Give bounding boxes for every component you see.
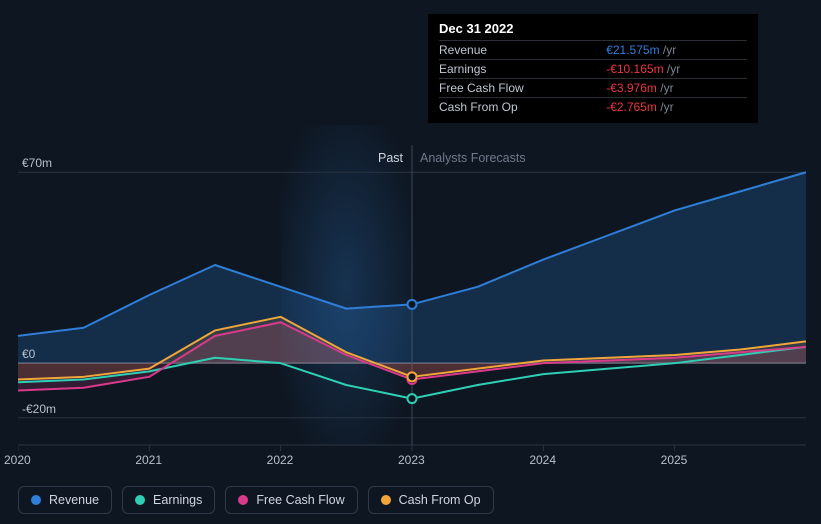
tooltip-title: Dec 31 2022 — [439, 21, 747, 36]
y-tick-label: €0 — [22, 347, 35, 361]
tooltip-row-value: -€2.765m /yr — [580, 98, 747, 117]
legend-item-label: Cash From Op — [399, 493, 481, 507]
x-tick-label: 2020 — [4, 453, 31, 467]
y-tick-label: -€20m — [22, 402, 56, 416]
tooltip-row-value: -€10.165m /yr — [580, 60, 747, 79]
legend-item-label: Earnings — [153, 493, 202, 507]
x-tick-label: 2024 — [529, 453, 556, 467]
region-label-past: Past — [378, 151, 403, 165]
x-tick-label: 2022 — [267, 453, 294, 467]
tooltip-row: Earnings-€10.165m /yr — [439, 60, 747, 79]
legend-item-label: Free Cash Flow — [256, 493, 344, 507]
x-tick-label: 2025 — [661, 453, 688, 467]
legend-dot-icon — [381, 495, 391, 505]
tooltip-row-label: Free Cash Flow — [439, 79, 580, 98]
legend-dot-icon — [31, 495, 41, 505]
region-label-forecast: Analysts Forecasts — [420, 151, 526, 165]
tooltip-row-label: Cash From Op — [439, 98, 580, 117]
tooltip-table: Revenue€21.575m /yrEarnings-€10.165m /yr… — [439, 40, 747, 116]
tooltip-row-value: €21.575m /yr — [580, 41, 747, 60]
legend-dot-icon — [238, 495, 248, 505]
legend-item-label: Revenue — [49, 493, 99, 507]
y-tick-label: €70m — [22, 156, 52, 170]
hover-tooltip: Dec 31 2022 Revenue€21.575m /yrEarnings-… — [428, 14, 758, 123]
tooltip-row: Revenue€21.575m /yr — [439, 41, 747, 60]
tooltip-row-label: Revenue — [439, 41, 580, 60]
legend-item-earnings[interactable]: Earnings — [122, 486, 215, 514]
tooltip-row-value: -€3.976m /yr — [580, 79, 747, 98]
legend-item-cfo[interactable]: Cash From Op — [368, 486, 494, 514]
tooltip-row: Free Cash Flow-€3.976m /yr — [439, 79, 747, 98]
chart-legend: Revenue Earnings Free Cash Flow Cash From O… — [18, 486, 494, 514]
tooltip-row-label: Earnings — [439, 60, 580, 79]
x-tick-label: 2023 — [398, 453, 425, 467]
legend-item-revenue[interactable]: Revenue — [18, 486, 112, 514]
tooltip-row: Cash From Op-€2.765m /yr — [439, 98, 747, 117]
x-tick-label: 2021 — [135, 453, 162, 467]
legend-dot-icon — [135, 495, 145, 505]
legend-item-fcf[interactable]: Free Cash Flow — [225, 486, 357, 514]
